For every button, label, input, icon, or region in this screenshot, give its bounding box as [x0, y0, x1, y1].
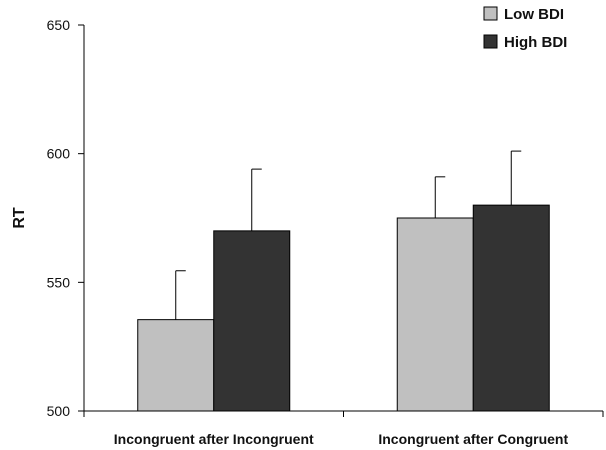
legend-swatch [483, 6, 498, 21]
legend-label: High BDI [504, 34, 567, 51]
y-tick-label: 600 [47, 146, 71, 162]
x-category-label: Incongruent after Congruent [378, 431, 568, 447]
error-bars-group [175, 150, 522, 320]
bar-low-bdi-2 [396, 217, 474, 412]
x-axis-category-labels: Incongruent after Incongruent Incongruent… [114, 431, 569, 447]
y-tick-label: 550 [47, 274, 71, 290]
bar-high-bdi-2 [472, 204, 550, 412]
legend: Low BDI High BDI [483, 6, 567, 51]
y-tick-label: 500 [47, 403, 71, 419]
legend-label: Low BDI [504, 6, 564, 23]
legend-swatch [483, 34, 498, 49]
bar-high-bdi-1 [213, 230, 291, 412]
bars-group [137, 204, 550, 412]
bar-low-bdi-1 [137, 319, 215, 412]
x-category-label: Incongruent after Incongruent [114, 431, 314, 447]
y-axis-label: RT [11, 207, 28, 229]
y-axis-ticks: 500 550 600 650 [47, 17, 84, 419]
axes [83, 25, 604, 417]
y-tick-label: 650 [47, 17, 71, 33]
